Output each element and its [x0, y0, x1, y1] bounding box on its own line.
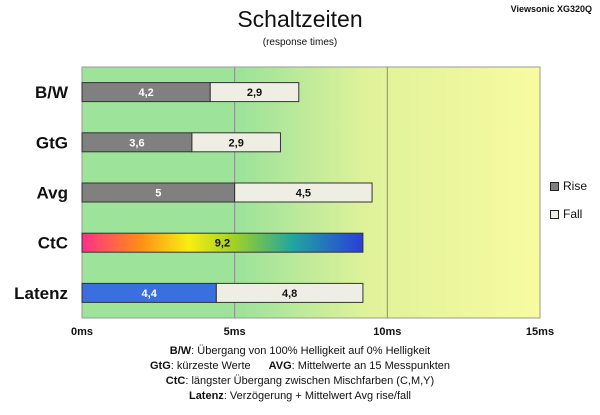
monitor-model: Viewsonic XG320Q	[510, 4, 592, 14]
x-tick-label: 5ms	[224, 326, 246, 338]
note-bw-text: : Übergang von 100% Helligkeit auf 0% He…	[191, 345, 431, 357]
bar-fall	[234, 182, 373, 203]
legend-label-fall: Fall	[563, 207, 583, 221]
note-bw-key: B/W	[169, 345, 192, 357]
chart-legend: Rise Fall	[550, 178, 587, 234]
category-label: Avg	[37, 184, 69, 203]
data-label-fall: 4,5	[296, 188, 311, 200]
category-label: Latenz	[14, 284, 68, 303]
bar-fall	[191, 132, 281, 153]
category-label: B/W	[35, 83, 69, 102]
note-latenz-key: Latenz	[188, 390, 224, 402]
bar-fall	[215, 282, 364, 303]
note-ctc: CtC: längster Übergang zwischen Mischfar…	[0, 374, 600, 389]
note-avg-key: AVG	[268, 360, 292, 372]
x-tick-label: 0ms	[71, 326, 93, 338]
bar-ctc	[81, 232, 364, 253]
chart-notes: B/W: Übergang von 100% Helligkeit auf 0%…	[0, 344, 600, 404]
note-gtg-key: GtG	[149, 360, 171, 372]
legend-swatch-fall	[550, 209, 559, 219]
note-bw: B/W: Übergang von 100% Helligkeit auf 0%…	[0, 344, 600, 359]
note-avg-text: : Mittelwerte an 15 Messpunkten	[291, 360, 451, 372]
legend-item-rise: Rise	[550, 178, 587, 194]
legend-label-rise: Rise	[563, 179, 588, 193]
data-label-fall: 4,8	[282, 288, 297, 300]
note-gtg-text: : kürzeste Werte	[170, 360, 251, 372]
note-ctc-key: CtC	[165, 375, 186, 387]
data-label-rise: 3,6	[129, 137, 144, 149]
x-tick-label: 10ms	[373, 326, 401, 338]
note-latenz: Latenz: Verzögerung + Mittelwert Avg ris…	[0, 389, 600, 404]
note-gtg-avg: GtG: kürzeste Werte AVG: Mittelwerte an 1…	[0, 359, 600, 374]
x-tick-label: 15ms	[526, 326, 554, 338]
note-ctc-text: : längster Übergang zwischen Mischfarben…	[185, 375, 435, 387]
category-label: GtG	[36, 133, 68, 152]
legend-item-fall: Fall	[550, 206, 587, 222]
chart-title: Schaltzeiten	[237, 6, 363, 32]
bar-fall	[209, 82, 300, 103]
data-label-fall: 2,9	[229, 137, 244, 149]
data-label-rise: 4,4	[142, 288, 158, 300]
note-latenz-text: : Verzögerung + Mittelwert Avg rise/fall	[223, 390, 412, 402]
legend-swatch-rise	[550, 181, 559, 191]
category-label: CtC	[38, 234, 68, 253]
data-label: 9,2	[215, 238, 230, 250]
chart-subtitle: (response times)	[262, 37, 338, 48]
data-label-fall: 2,9	[247, 87, 262, 99]
data-label-rise: 4,2	[138, 87, 153, 99]
data-label-rise: 5	[155, 188, 161, 200]
